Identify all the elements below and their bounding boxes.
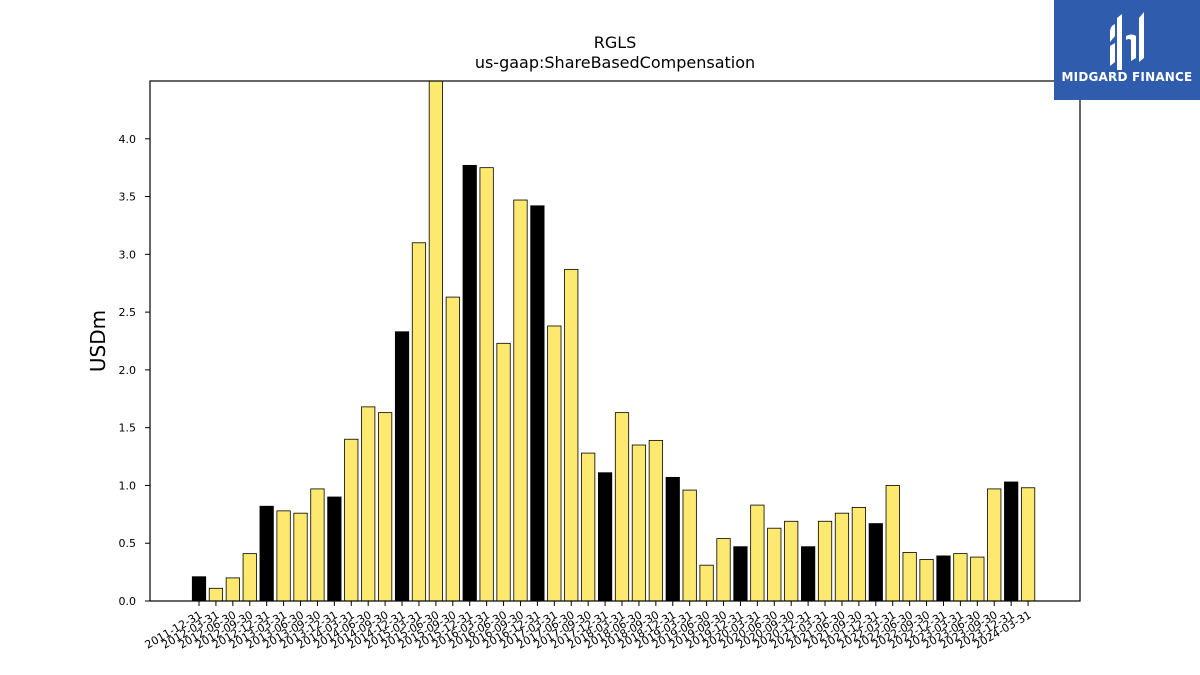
bar-2014-06-30 — [361, 406, 376, 602]
bar-2016-09-30 — [513, 199, 528, 602]
y-tick-label: 0.0 — [119, 595, 137, 608]
bar-2022-06-30 — [902, 552, 917, 602]
bar-2019-12-31 — [733, 546, 748, 602]
bar-2014-03-31 — [344, 438, 359, 602]
bar-2022-09-30 — [919, 559, 934, 602]
bar-2022-03-31 — [885, 485, 900, 602]
bar-2013-03-31 — [276, 510, 291, 602]
bar-2017-06-30 — [564, 268, 579, 602]
bar-2018-03-31 — [614, 412, 630, 602]
y-tick-label: 1.0 — [119, 479, 137, 492]
bar-2023-06-30 — [970, 556, 985, 602]
bar-2021-12-31 — [868, 523, 883, 602]
y-tick-label: 3.0 — [119, 248, 137, 261]
bar-2015-03-31 — [411, 242, 427, 602]
bar-2018-06-30 — [631, 444, 647, 602]
bar-2017-12-31 — [597, 472, 613, 602]
bar-2023-03-31 — [953, 553, 968, 602]
bar-2012-12-31 — [259, 505, 274, 602]
plot-frame — [149, 80, 1081, 602]
chart-title: RGLS — [593, 33, 637, 52]
bar-2016-03-31 — [479, 167, 494, 602]
bar-2022-12-31 — [936, 555, 951, 602]
bar-2021-03-31 — [817, 520, 833, 602]
y-tick-label: 2.5 — [119, 306, 137, 319]
bar-2024-03-31 — [1020, 487, 1036, 602]
y-tick-label: 3.5 — [119, 191, 137, 204]
chart-subtitle: us-gaap:ShareBasedCompensation — [474, 53, 756, 72]
bar-2021-06-30 — [834, 512, 850, 602]
bar-2012-09-30 — [242, 553, 257, 602]
bar-2019-09-30 — [716, 538, 731, 602]
logo-mark-icon — [1110, 12, 1144, 70]
bar-2018-12-31 — [665, 476, 680, 602]
bar-2012-06-30 — [225, 577, 240, 602]
bar-2018-09-30 — [648, 439, 663, 602]
bar-2015-12-31 — [462, 164, 477, 602]
bar-2019-06-30 — [699, 564, 714, 602]
bar-2015-09-30 — [445, 296, 460, 602]
bar-2023-12-31 — [1004, 481, 1019, 602]
y-tick-label: 4.0 — [119, 133, 137, 146]
y-axis-label: USDm — [86, 310, 110, 372]
bar-2021-09-30 — [851, 506, 866, 602]
bar-2020-09-30 — [784, 520, 799, 602]
y-tick-label: 0.5 — [119, 537, 137, 550]
bar-2020-03-31 — [750, 504, 765, 602]
bar-2016-12-31 — [530, 205, 545, 602]
y-tick-label: 1.5 — [119, 422, 137, 435]
midgard-finance-logo: MIDGARD FINANCE — [1054, 0, 1200, 100]
bar-2014-12-31 — [394, 331, 410, 602]
bars-layer — [191, 80, 1036, 602]
y-axis: 0.0 0.5 1.0 1.5 2.0 2.5 3.0 3.5 4.0 — [119, 133, 150, 608]
bar-2020-12-31 — [801, 546, 816, 602]
bar-2016-06-30 — [496, 342, 511, 602]
bar-2017-03-31 — [547, 325, 562, 602]
bar-2013-06-30 — [293, 512, 308, 602]
bar-2020-06-30 — [767, 527, 782, 602]
x-axis: 2011-12-312012-03-312012-06-302012-09-30… — [143, 601, 1034, 652]
bar-2013-09-30 — [310, 488, 325, 602]
bar-2015-06-30 — [428, 80, 443, 602]
bar-2013-12-31 — [327, 496, 342, 602]
bar-2011-12-31 — [191, 576, 207, 602]
bar-2023-09-30 — [987, 488, 1002, 602]
bar-2012-03-31 — [208, 587, 224, 602]
bar-2019-03-31 — [682, 489, 697, 602]
bar-2014-09-30 — [378, 412, 393, 602]
logo-text: MIDGARD FINANCE — [1061, 70, 1193, 84]
y-tick-label: 2.0 — [119, 364, 137, 377]
bar-2017-09-30 — [581, 452, 596, 602]
